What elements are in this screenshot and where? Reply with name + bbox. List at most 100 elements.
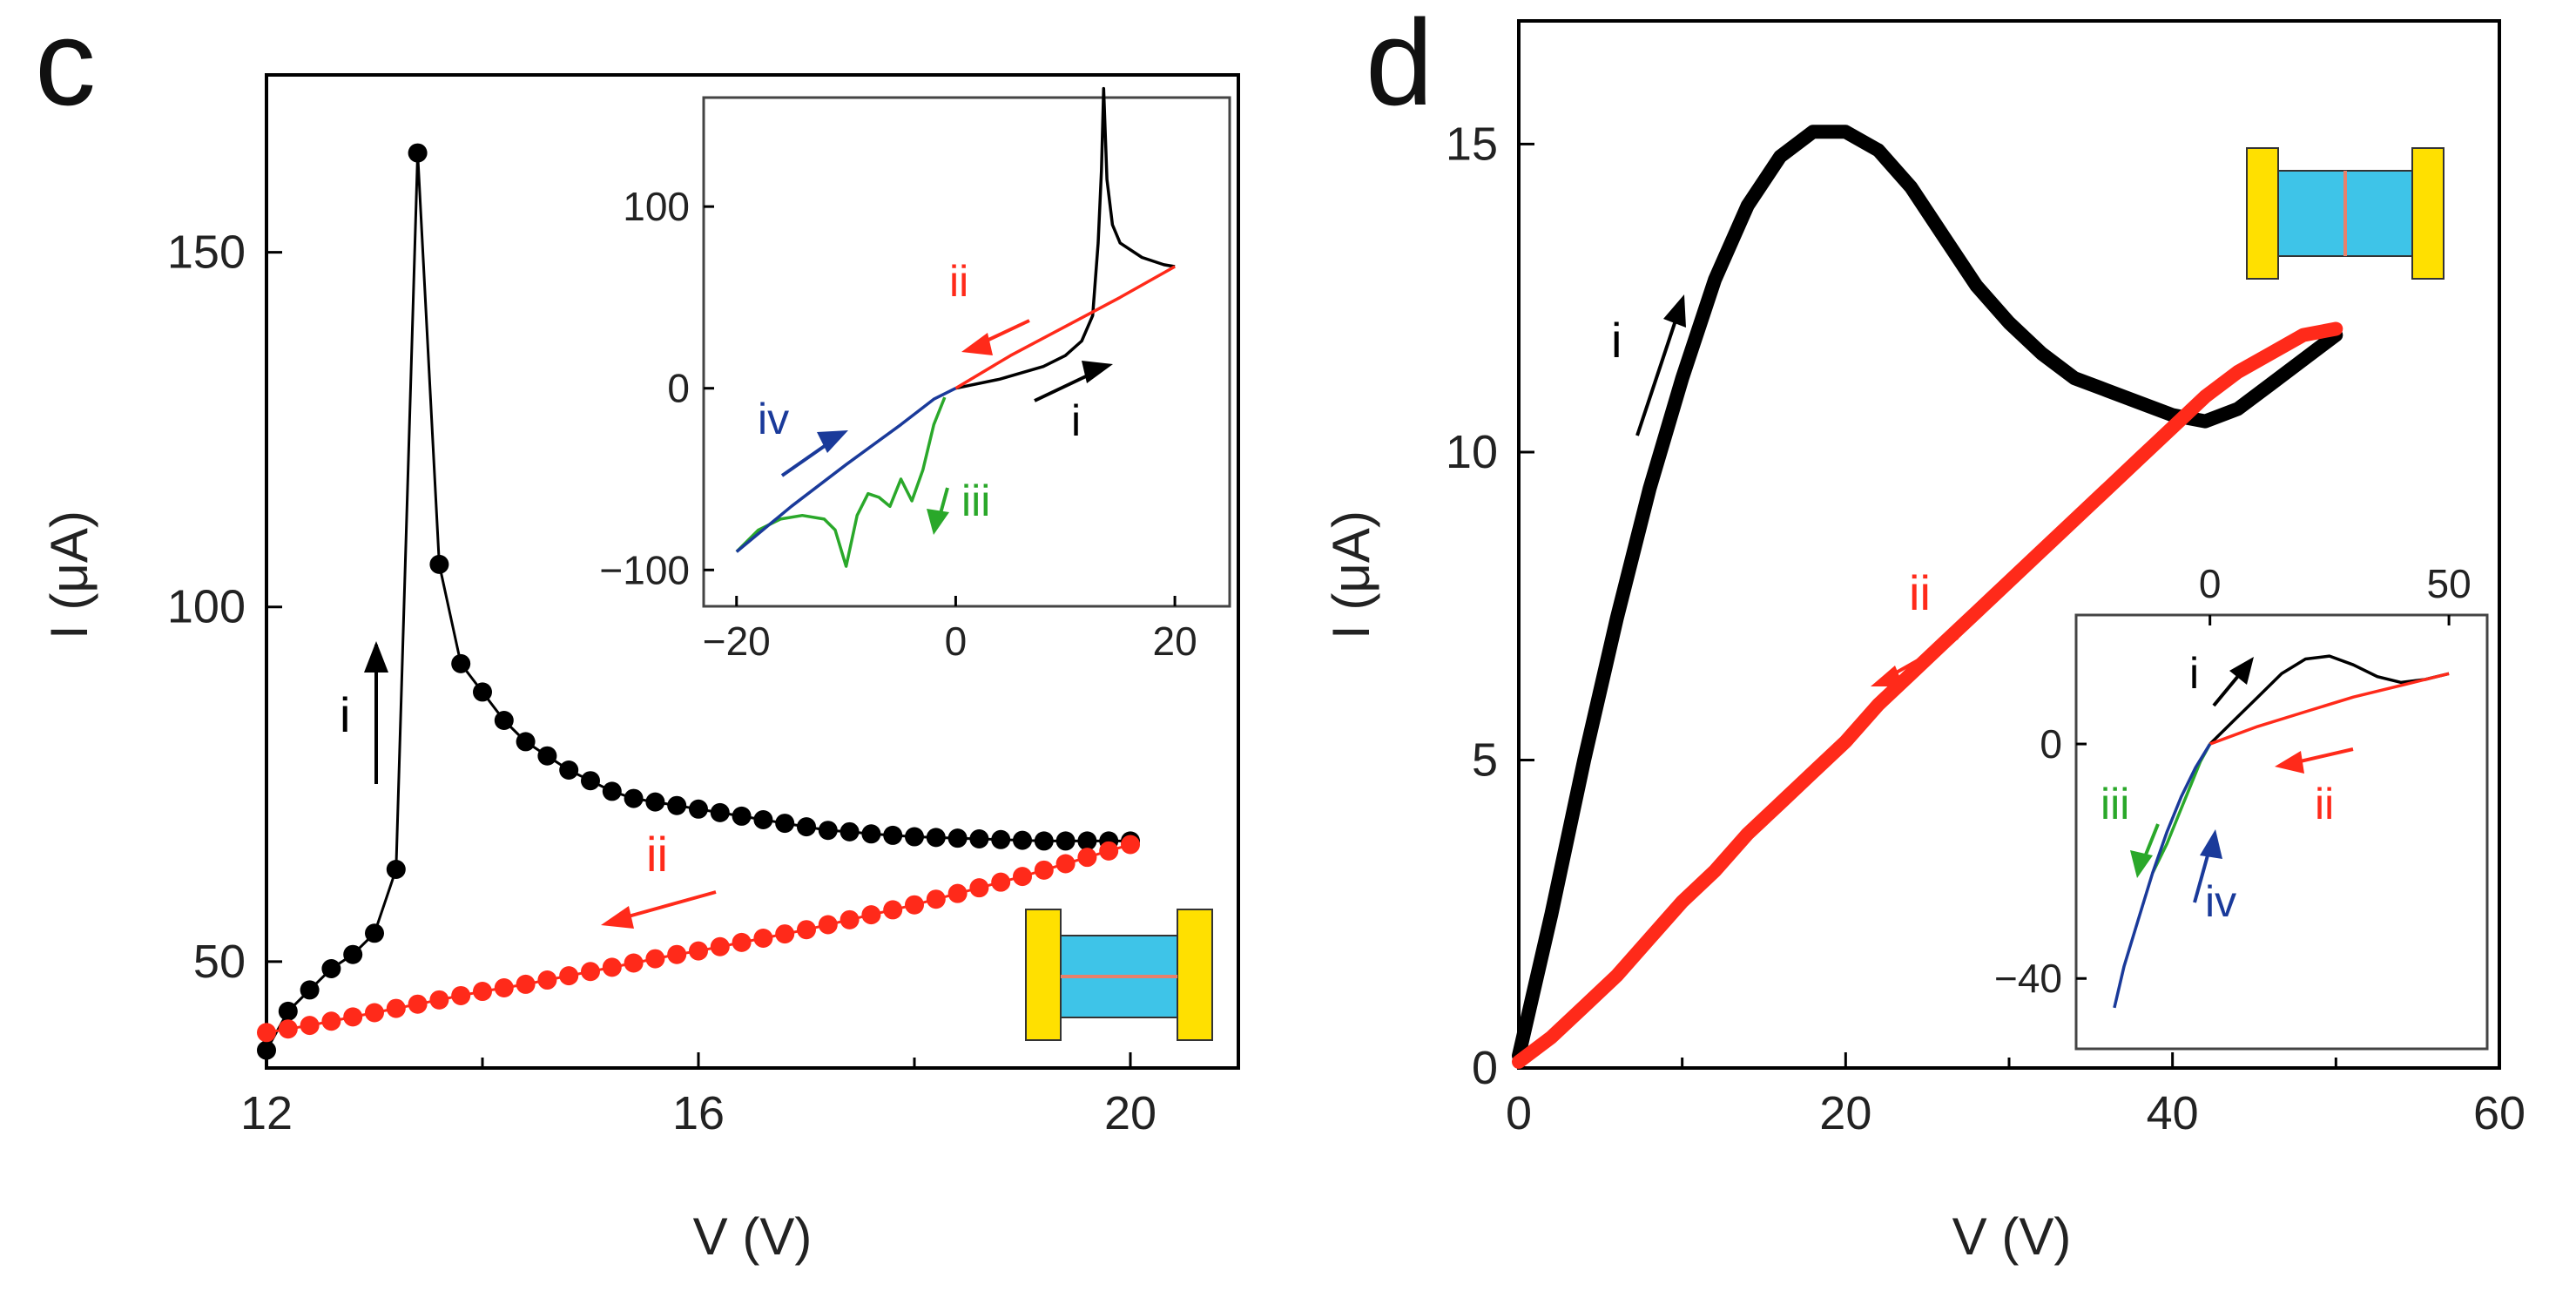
panel-d-device-icon <box>2246 147 2445 280</box>
data-point <box>818 915 838 935</box>
series-line-i <box>1512 125 2343 1063</box>
data-point <box>689 941 708 961</box>
data-point <box>408 143 428 163</box>
inset-y-tick-label: −100 <box>599 547 690 592</box>
data-point <box>386 860 406 879</box>
panel-c-annotation-ii: ii <box>601 827 717 929</box>
data-point <box>667 795 687 815</box>
inset-x-tick-label: 50 <box>2427 561 2471 606</box>
data-point <box>559 966 579 986</box>
panel-c-inset-annotation-i: i <box>1034 361 1113 445</box>
data-point <box>883 900 903 920</box>
data-point <box>947 828 968 848</box>
data-point <box>969 878 989 898</box>
data-point <box>343 1007 363 1027</box>
panel-d-series <box>1512 125 2343 1069</box>
panel-c-inset-label-iv: iv <box>758 395 789 443</box>
x-tick-label: 60 <box>2473 1087 2525 1139</box>
panel-d-inset-label-ii: ii <box>2315 780 2334 828</box>
panel-c-inset-label-iii: iii <box>961 477 990 525</box>
data-point <box>1077 848 1097 868</box>
data-point <box>991 829 1011 849</box>
data-point <box>926 828 946 848</box>
data-point <box>581 771 600 791</box>
data-point <box>926 889 946 909</box>
inset-y-tick-label: 100 <box>623 184 690 229</box>
inset-series-iv <box>735 387 957 553</box>
data-point <box>645 949 665 969</box>
inset-x-tick-label: −20 <box>703 618 771 664</box>
data-point <box>1034 860 1054 880</box>
panel-c-x-axis-title: V (V) <box>693 1207 813 1266</box>
arrow-head-icon <box>601 906 634 929</box>
data-point <box>818 821 838 841</box>
data-point <box>883 825 903 845</box>
data-point <box>1034 831 1054 851</box>
data-point <box>991 872 1011 892</box>
data-point <box>797 920 816 940</box>
data-point <box>278 1001 298 1021</box>
data-point <box>386 998 406 1018</box>
inset-y-tick-label: 0 <box>2040 721 2062 767</box>
data-point <box>861 905 881 925</box>
data-point <box>969 828 989 848</box>
panel-c-inset-annotation-iii: iii <box>927 477 990 535</box>
data-point <box>451 985 471 1005</box>
inset-series-i <box>2208 654 2450 746</box>
data-point <box>753 810 773 829</box>
inset-series-iv <box>2113 743 2212 1009</box>
data-point <box>300 980 320 1000</box>
data-point <box>429 554 449 574</box>
data-point <box>840 821 860 842</box>
data-point <box>775 814 795 834</box>
panel-d-inset-frame <box>2074 613 2489 1051</box>
data-point <box>732 806 752 826</box>
data-point <box>753 928 773 948</box>
panel-c-inset-label-i: i <box>1071 396 1081 445</box>
panel-d-inset-annotation-iv: iv <box>2193 829 2236 926</box>
panel-c-inset-label-ii: ii <box>949 257 968 306</box>
panel-d-x-axis-title: V (V) <box>1952 1207 2072 1266</box>
panel-d-inset-label-iv: iv <box>2205 877 2236 926</box>
panel-d-inset-label-i: i <box>2189 649 2199 698</box>
panel-d-y-axis-title: I (μA) <box>1322 510 1380 639</box>
panel-c-annotation-i: i <box>340 641 388 784</box>
panel-d-x-ticks: 0 20 40 60 <box>1506 1052 2525 1139</box>
x-tick-label: 40 <box>2147 1087 2199 1139</box>
data-point <box>559 760 579 780</box>
x-tick-label: 16 <box>672 1087 725 1139</box>
panel-c-y-ticks: 50 100 150 <box>167 226 282 988</box>
data-point <box>905 827 924 847</box>
data-point <box>581 962 600 982</box>
x-tick-label: 20 <box>1104 1087 1157 1139</box>
panel-d-inset-annotation-ii: ii <box>2275 747 2354 828</box>
panel-d-inset-annotation-i: i <box>2189 649 2254 707</box>
data-point <box>732 932 752 952</box>
data-point <box>537 970 557 990</box>
data-point <box>667 944 687 964</box>
data-point <box>321 1011 341 1031</box>
panel-d-inset-annotation-iii: iii <box>2101 780 2160 878</box>
data-point <box>1013 830 1032 850</box>
y-tick-label: 10 <box>1446 426 1498 478</box>
panel-d-annotation-ii: ii <box>1871 565 1959 686</box>
panel-d-inset: −40 0 0 50 i ii iii iv <box>1994 561 2489 1051</box>
data-point <box>300 1016 320 1036</box>
inset-series-i <box>955 86 1176 390</box>
data-point <box>365 923 384 943</box>
inset-y-tick-label: −40 <box>1994 956 2062 1001</box>
data-point <box>947 883 968 903</box>
panel-d-y-ticks: 0 5 10 15 <box>1446 118 1534 1094</box>
data-point <box>602 957 622 977</box>
panel-c-x-ticks: 12 16 20 <box>240 1052 1157 1139</box>
data-point <box>343 944 363 964</box>
panel-c-device-icon <box>1025 909 1213 1041</box>
panel-c-label-ii: ii <box>646 827 668 882</box>
inset-x-tick-label: 0 <box>2199 561 2222 606</box>
data-point <box>861 824 881 844</box>
data-point <box>1077 831 1097 851</box>
data-point <box>689 799 708 819</box>
panel-d-inset-label-iii: iii <box>2101 780 2129 828</box>
